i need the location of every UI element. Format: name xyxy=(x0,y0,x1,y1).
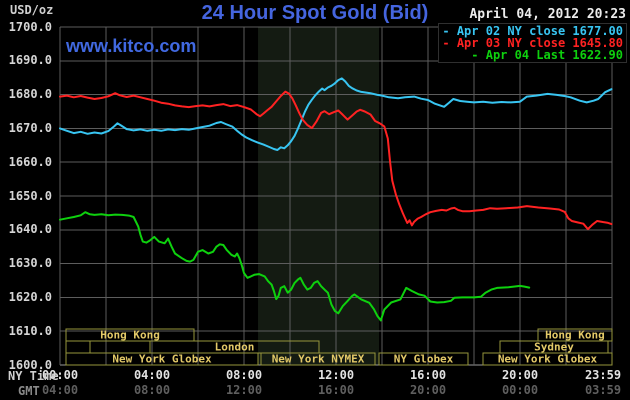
gmt-row-label: GMT xyxy=(18,384,40,398)
x-axis-label-ny: 20:00 xyxy=(501,368,539,382)
chart-timestamp: April 04, 2012 20:23 xyxy=(469,7,626,22)
legend-item-apr02: - Apr 02 NY close 1677.00 xyxy=(442,24,623,38)
y-axis-label: 1660.0 xyxy=(8,154,52,169)
y-axis-label: 1600.0 xyxy=(8,357,52,372)
legend-item-apr03: - Apr 03 NY close 1645.80 xyxy=(442,36,623,50)
session-box xyxy=(89,340,151,354)
session-box xyxy=(65,340,91,354)
price-line-apr04 xyxy=(59,211,531,322)
price-line-apr02 xyxy=(59,77,613,151)
session-box xyxy=(482,352,613,366)
x-axis-label-gmt: 03:59 xyxy=(584,383,622,397)
x-axis-label-ny: 12:00 xyxy=(317,368,355,382)
y-axis-label: 1670.0 xyxy=(8,120,52,135)
x-axis-label-gmt: 20:00 xyxy=(409,383,447,397)
y-axis-label: 1680.0 xyxy=(8,87,52,102)
legend-item-apr04: - Apr 04 Last 1622.90 xyxy=(471,48,623,62)
kitco-watermark-link[interactable]: www.kitco.com xyxy=(66,36,197,56)
x-axis-label-ny: 00:00 xyxy=(41,368,79,382)
x-axis-label-gmt: 00:00 xyxy=(501,383,539,397)
x-axis-label-ny: 08:00 xyxy=(225,368,263,382)
y-axis-label: 1630.0 xyxy=(8,256,52,271)
x-axis-label-gmt: 04:00 xyxy=(41,383,79,397)
y-axis-label: 1640.0 xyxy=(8,222,52,237)
session-box xyxy=(378,352,469,366)
session-label: Sydney xyxy=(534,341,574,354)
session-box xyxy=(260,352,376,366)
y-axis-label: 1610.0 xyxy=(8,323,52,338)
session-label: New York NYMEX xyxy=(272,353,365,366)
x-axis-label-ny: 16:00 xyxy=(409,368,447,382)
y-axis-unit-label: USD/oz xyxy=(10,3,54,17)
y-axis-label: 1650.0 xyxy=(8,188,52,203)
session-label: NY Globex xyxy=(394,353,454,366)
x-axis-label-ny: 04:00 xyxy=(133,368,171,382)
session-label: Hong Kong xyxy=(100,329,160,342)
session-label: London xyxy=(215,341,255,354)
session-label: New York Globex xyxy=(112,353,212,366)
page-title: 24 Hour Spot Gold (Bid) xyxy=(201,2,429,24)
session-box xyxy=(65,352,259,366)
y-axis-label: 1700.0 xyxy=(8,19,52,34)
legend: - Apr 02 NY close 1677.00- Apr 03 NY clo… xyxy=(438,23,627,63)
x-axis-label-ny: 23:59 xyxy=(584,368,622,382)
price-line-apr03 xyxy=(59,90,613,231)
x-axis-label-gmt: 12:00 xyxy=(225,383,263,397)
ny-time-row-label: NY Time xyxy=(8,369,59,383)
x-axis-label-gmt: 08:00 xyxy=(133,383,171,397)
session-label: Hong Kong xyxy=(545,329,605,342)
y-axis-label: 1620.0 xyxy=(8,289,52,304)
x-axis-label-gmt: 16:00 xyxy=(317,383,355,397)
y-axis-label: 1690.0 xyxy=(8,53,52,68)
session-label: New York Globex xyxy=(498,353,598,366)
